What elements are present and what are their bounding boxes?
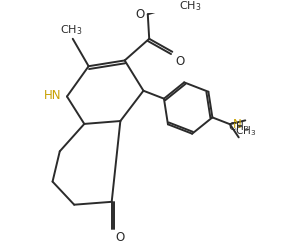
- Text: CH$_3$: CH$_3$: [60, 24, 83, 37]
- Text: O: O: [115, 231, 124, 244]
- Text: HN: HN: [44, 89, 62, 102]
- Text: N: N: [233, 118, 241, 131]
- Text: CH$_3$: CH$_3$: [228, 120, 249, 134]
- Text: CH$_3$: CH$_3$: [179, 0, 201, 13]
- Text: O: O: [175, 55, 184, 68]
- Text: O: O: [135, 8, 144, 21]
- Text: CH$_3$: CH$_3$: [235, 124, 256, 138]
